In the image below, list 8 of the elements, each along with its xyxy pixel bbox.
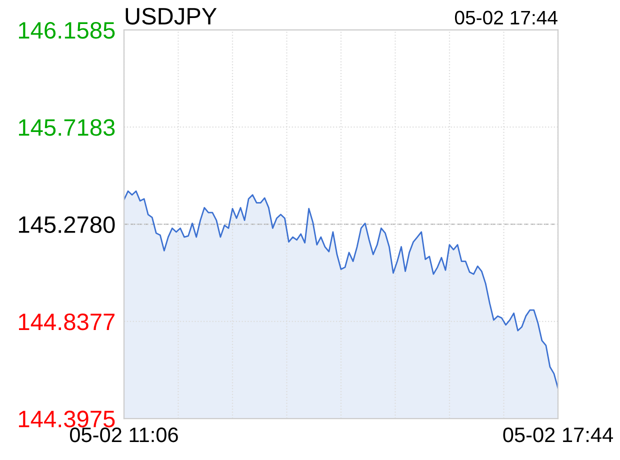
chart-title: USDJPY: [126, 8, 217, 25]
x-tick-label: 05-02 11:06: [70, 427, 178, 442]
y-tick-label: 146.1585: [19, 22, 115, 39]
y-tick-label: 144.3975: [19, 410, 115, 428]
y-tick-label: 145.7183: [19, 119, 115, 136]
y-tick-label: 144.8377: [19, 314, 114, 330]
y-tick-label: 145.2780: [19, 216, 115, 234]
text: 05-02 17:44: [454, 10, 558, 25]
